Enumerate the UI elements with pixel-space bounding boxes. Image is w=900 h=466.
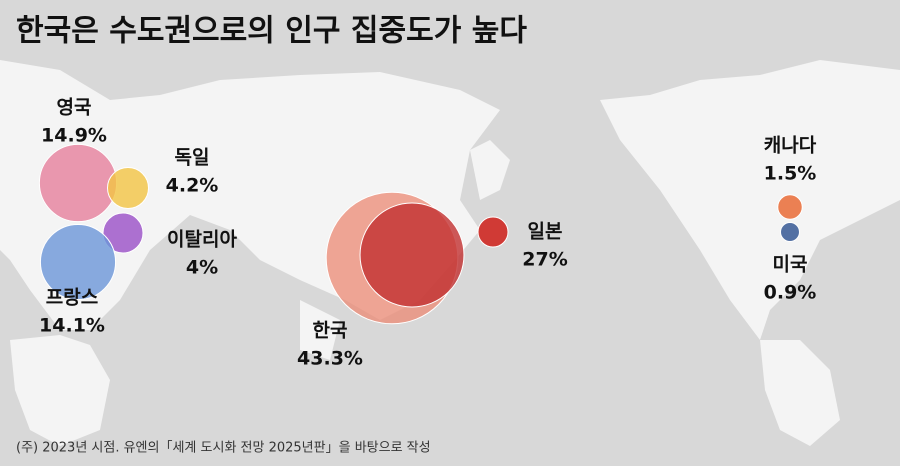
bubble <box>39 223 117 301</box>
value-label: 4% <box>186 257 218 279</box>
value-label: 43.3% <box>297 348 363 370</box>
value-label: 14.9% <box>41 125 107 147</box>
value-label: 4.2% <box>166 175 219 197</box>
bubble <box>777 194 803 220</box>
value-label: 27% <box>522 249 567 271</box>
title-band <box>0 0 900 55</box>
note: (주) 2023년 시점. 유엔의「세계 도시화 전망 2025년판」을 바탕으… <box>16 441 431 456</box>
value-label: 14.1% <box>39 315 105 337</box>
country-label: 이탈리아 <box>167 229 237 251</box>
chart-title: 한국은 수도권으로의 인구 집중도가 높다 <box>16 14 527 49</box>
bubble <box>780 222 800 242</box>
bubble <box>107 167 149 209</box>
country-label: 프랑스 <box>46 287 98 309</box>
country-label: 독일 <box>175 147 210 169</box>
bubble <box>102 212 144 254</box>
country-label: 영국 <box>57 97 92 119</box>
value-label: 1.5% <box>764 163 817 185</box>
country-label: 일본 <box>528 221 563 243</box>
bubble <box>359 202 465 308</box>
country-label: 한국 <box>313 320 348 342</box>
bubble <box>38 143 118 223</box>
japan-marker <box>477 216 509 248</box>
value-label: 0.9% <box>764 282 817 304</box>
country-label: 캐나다 <box>764 135 817 157</box>
country-label: 미국 <box>773 254 808 276</box>
